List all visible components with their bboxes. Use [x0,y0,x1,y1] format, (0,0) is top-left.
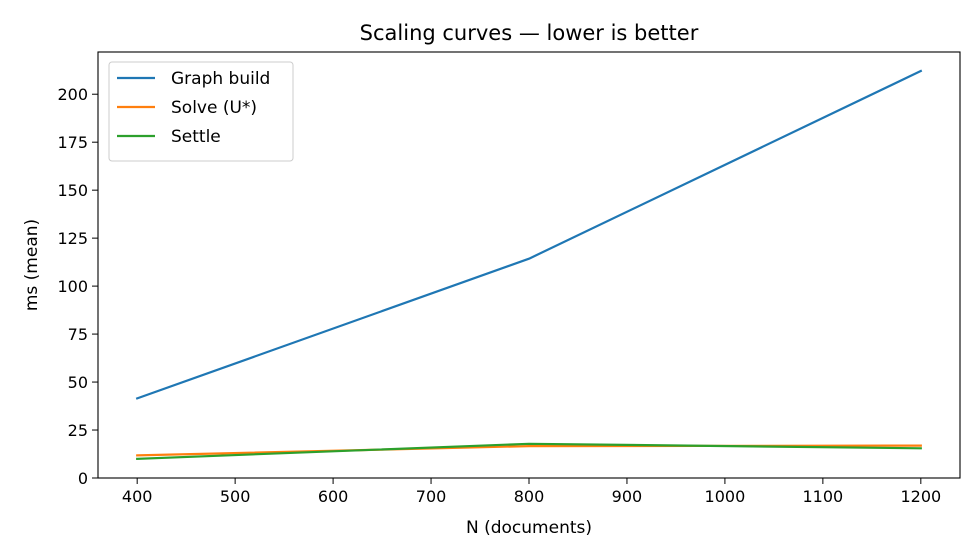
x-tick-label: 700 [416,487,447,506]
x-tick-label: 1100 [803,487,844,506]
y-tick-label: 50 [68,373,88,392]
x-tick-label: 900 [612,487,643,506]
y-axis-label: ms (mean) [22,219,42,311]
x-tick-label: 1000 [705,487,746,506]
x-tick-label: 600 [318,487,349,506]
y-tick-label: 200 [57,85,88,104]
x-tick-label: 800 [514,487,545,506]
series-line-settle [136,442,922,460]
legend-label: Graph build [171,69,270,89]
x-tick-label: 400 [122,487,153,506]
y-tick-label: 125 [57,229,88,248]
axes-frame [97,51,961,479]
x-tick-label: 1200 [900,487,941,506]
legend-label: Solve (U*) [171,98,257,118]
legend-label: Settle [171,127,221,147]
series-line-graph-build [135,69,923,400]
y-tick-label: 75 [68,325,88,344]
x-tick-label: 500 [220,487,251,506]
y-tick-label: 0 [78,469,88,488]
plot-area: 400 500 600 700 800 900 1000 1100 1200 0 25 50 75 100… [57,51,961,506]
y-tick-label: 150 [57,181,88,200]
chart-title: Scaling curves — lower is better [360,21,699,45]
y-tick-label: 100 [57,277,88,296]
y-tick-label: 175 [57,133,88,152]
x-axis-label: N (documents) [466,518,592,538]
y-tick-label: 25 [68,421,88,440]
legend: Graph build Solve (U*) Settle [108,61,294,162]
